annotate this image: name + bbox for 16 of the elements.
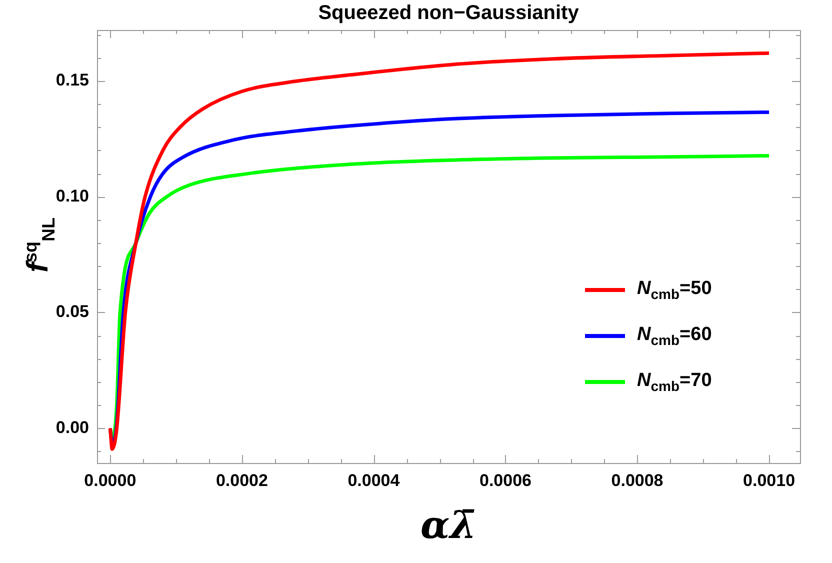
line-series: [108, 51, 771, 451]
legend-label: N$_{cmb}$=60: [637, 324, 712, 348]
y-tick-label: 0.15: [56, 70, 89, 90]
x-axis-title: αλ̄: [420, 502, 478, 547]
x-tick-label: 0.0006: [479, 470, 532, 490]
legend-label: N$_{cmb}$=70: [637, 370, 712, 394]
x-tick-label: 0.0004: [348, 470, 400, 490]
y-tick-label: 0.00: [56, 418, 89, 437]
y-tick-label: 0.10: [56, 186, 89, 206]
x-tick-label: 0.0000: [84, 470, 136, 490]
chart-title: Squeezed non−Gaussianity: [317, 2, 580, 25]
x-tick-label: 0.0008: [611, 470, 664, 490]
x-tick-label: 0.0010: [743, 470, 796, 490]
x-tick-label: 0.0002: [216, 470, 268, 490]
legend-label: N$_{cmb}$=50: [637, 278, 712, 302]
y-tick-label: 0.05: [56, 302, 89, 322]
